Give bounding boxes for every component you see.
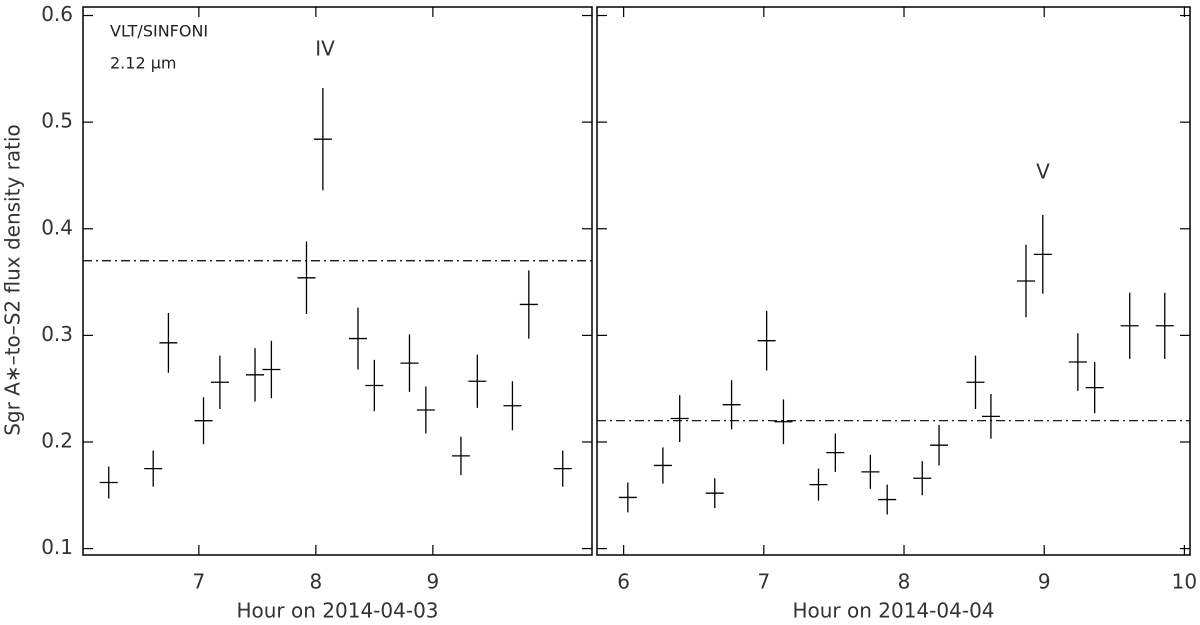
x-tick-label: 7 — [192, 570, 205, 594]
y-tick-label: 0.4 — [41, 215, 73, 239]
y-tick-label: 0.1 — [41, 535, 73, 559]
x-tick-label: 8 — [309, 570, 322, 594]
error-bar — [1033, 214, 1052, 294]
error-bar — [553, 450, 572, 487]
error-bar — [99, 466, 118, 499]
error-bar — [365, 359, 384, 412]
y-tick-label: 0.3 — [41, 322, 73, 346]
error-bar — [246, 348, 265, 402]
error-bar — [809, 468, 828, 501]
x-tick-label: 7 — [757, 570, 770, 594]
error-bar — [653, 447, 672, 484]
y-tick-label: 0.2 — [41, 428, 73, 452]
error-bar — [1120, 292, 1139, 359]
error-bar — [159, 312, 178, 373]
error-bar — [194, 397, 213, 445]
error-bar — [262, 340, 281, 399]
x-tick-label: 9 — [426, 570, 439, 594]
x-tick-label: 6 — [617, 570, 630, 594]
y-axis-label: Sgr A∗–to–S2 flux density ratio — [1, 124, 25, 436]
error-bar — [1016, 244, 1035, 318]
error-bar — [400, 334, 419, 392]
error-bar — [966, 355, 985, 409]
error-bar — [416, 386, 435, 434]
error-bar — [144, 450, 163, 487]
error-bar — [670, 395, 689, 442]
error-bar — [826, 433, 845, 472]
annotation: 2.12 μm — [110, 54, 176, 73]
error-bar — [1155, 292, 1174, 359]
error-bar — [210, 355, 229, 409]
error-bar — [722, 380, 741, 430]
error-bar — [774, 399, 793, 445]
x-tick-label: 10 — [1172, 570, 1197, 594]
error-bar — [451, 436, 470, 476]
error-bar — [981, 394, 1000, 439]
error-bar — [705, 478, 724, 509]
error-bar — [757, 310, 776, 371]
error-bar — [1085, 362, 1104, 414]
error-bar — [503, 381, 522, 431]
error-bar — [861, 454, 880, 489]
error-bar — [313, 88, 332, 191]
annotation: V — [1036, 160, 1050, 184]
error-bar — [1068, 333, 1087, 391]
error-bar — [468, 354, 487, 408]
error-bar — [519, 270, 538, 339]
error-bar — [930, 424, 949, 466]
plot-frame — [596, 6, 1191, 556]
error-bar — [618, 482, 637, 513]
error-bar — [913, 461, 932, 496]
error-bar — [878, 484, 897, 515]
x-axis-label: Hour on 2014-04-03 — [236, 599, 438, 623]
x-tick-label: 8 — [898, 570, 911, 594]
error-bar — [297, 241, 316, 315]
plot-frame — [82, 6, 593, 556]
x-tick-label: 9 — [1038, 570, 1051, 594]
error-bar — [348, 307, 367, 370]
annotation: IV — [315, 37, 335, 61]
x-axis-label: Hour on 2014-04-04 — [792, 599, 994, 623]
y-tick-label: 0.5 — [41, 109, 73, 133]
annotation: VLT/SINFONI — [110, 22, 208, 41]
y-tick-label: 0.6 — [41, 2, 73, 26]
